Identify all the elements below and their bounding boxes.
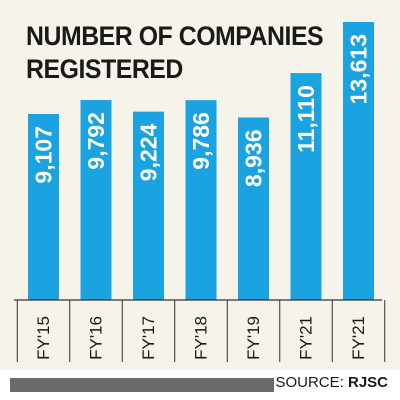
footer-bar [10, 378, 274, 392]
bar-value-label-2: 9,792 [83, 112, 109, 170]
bar-value-label-3: 9,224 [136, 123, 162, 181]
source-credit: SOURCE: RJSC [275, 374, 388, 391]
category-label-4: FY'18 [192, 316, 211, 360]
bar-6 [290, 73, 322, 300]
bar-7 [343, 22, 374, 300]
category-label-7: FY'21 [349, 316, 368, 360]
bar-value-label-6: 11,110 [293, 85, 319, 153]
bar-4 [185, 100, 217, 300]
category-label-5: FY'19 [244, 316, 263, 360]
bar-value-label-7: 13,613 [346, 34, 372, 104]
bar-value-label-4: 9,786 [188, 112, 214, 170]
chart-title: NUMBER OF COMPANIES REGISTERED [26, 21, 324, 84]
bar-value-label-5: 8,936 [241, 130, 267, 188]
source-prefix: SOURCE: [275, 374, 344, 391]
category-label-3: FY'17 [139, 316, 158, 360]
bar-5 [238, 117, 269, 300]
category-label-2: FY'16 [87, 316, 106, 360]
bar-chart: 9,107 FY'15 9,792 FY'16 9,224 FY'17 9,786 FY'18… [14, 22, 386, 362]
bar-3 [133, 111, 164, 300]
category-label-1: FY'15 [34, 316, 53, 360]
bar-value-label-1: 9,107 [31, 126, 57, 184]
bar-2 [80, 100, 112, 300]
category-label-6: FY'21 [297, 316, 316, 360]
bar-1 [28, 114, 59, 300]
source-name: RJSC [347, 374, 388, 391]
